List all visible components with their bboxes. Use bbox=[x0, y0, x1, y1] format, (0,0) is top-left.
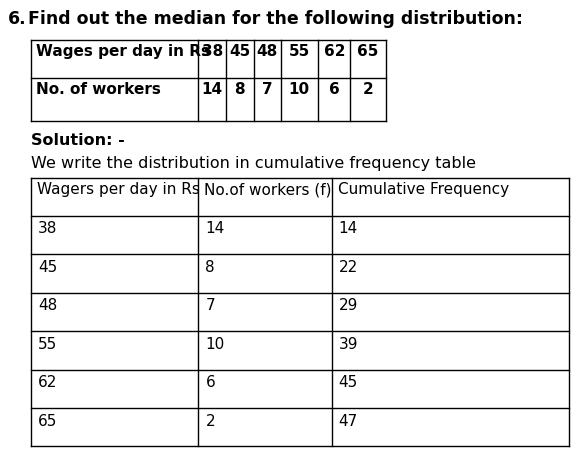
Text: 48: 48 bbox=[38, 298, 58, 313]
Text: Wagers per day in Rs: Wagers per day in Rs bbox=[37, 182, 200, 197]
Text: 8: 8 bbox=[234, 82, 245, 97]
Text: 55: 55 bbox=[38, 336, 58, 351]
Text: 22: 22 bbox=[339, 259, 358, 274]
Text: 39: 39 bbox=[339, 336, 358, 351]
Text: 6: 6 bbox=[329, 82, 340, 97]
Text: 7: 7 bbox=[205, 298, 215, 313]
Text: 2: 2 bbox=[205, 413, 215, 428]
Text: 45: 45 bbox=[229, 44, 251, 59]
Text: 10: 10 bbox=[205, 336, 225, 351]
Text: No. of workers: No. of workers bbox=[36, 82, 161, 97]
Text: Wages per day in Rs: Wages per day in Rs bbox=[36, 44, 210, 59]
Text: 10: 10 bbox=[289, 82, 310, 97]
Text: 65: 65 bbox=[38, 413, 58, 428]
Text: 14: 14 bbox=[339, 221, 358, 236]
Text: 47: 47 bbox=[339, 413, 358, 428]
Text: No.of workers (f): No.of workers (f) bbox=[204, 182, 332, 197]
Text: 55: 55 bbox=[289, 44, 310, 59]
Text: 6.: 6. bbox=[8, 10, 26, 28]
Text: 29: 29 bbox=[339, 298, 358, 313]
Text: 7: 7 bbox=[262, 82, 272, 97]
Text: 62: 62 bbox=[38, 374, 58, 389]
Text: 45: 45 bbox=[339, 374, 358, 389]
Text: Find out the median for the following distribution:: Find out the median for the following di… bbox=[28, 10, 523, 28]
Text: Cumulative Frequency: Cumulative Frequency bbox=[338, 182, 509, 197]
Text: 14: 14 bbox=[205, 221, 225, 236]
Text: 65: 65 bbox=[357, 44, 379, 59]
Text: 6: 6 bbox=[205, 374, 215, 389]
Text: 62: 62 bbox=[323, 44, 345, 59]
Text: 38: 38 bbox=[201, 44, 223, 59]
Text: 8: 8 bbox=[205, 259, 215, 274]
Text: 48: 48 bbox=[257, 44, 278, 59]
Text: We write the distribution in cumulative frequency table: We write the distribution in cumulative … bbox=[31, 156, 476, 170]
Text: 2: 2 bbox=[363, 82, 373, 97]
Text: Solution: -: Solution: - bbox=[31, 133, 125, 148]
Text: 14: 14 bbox=[202, 82, 222, 97]
Text: 38: 38 bbox=[38, 221, 58, 236]
Text: 45: 45 bbox=[38, 259, 58, 274]
